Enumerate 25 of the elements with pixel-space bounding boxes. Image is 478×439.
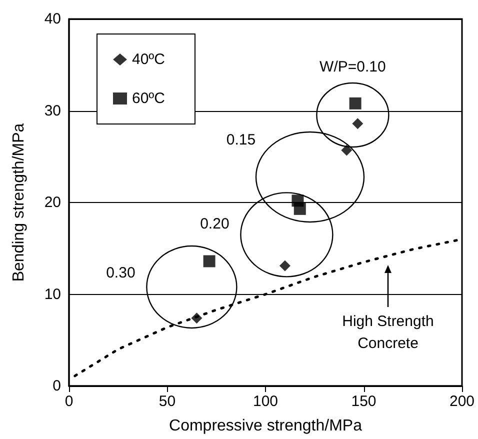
point xyxy=(203,255,216,268)
point xyxy=(341,144,352,156)
annotation: 0.30 xyxy=(106,264,136,282)
y-tick-label: 20 xyxy=(44,194,61,211)
annotation: 0.15 xyxy=(226,132,256,148)
y-tick-label: 10 xyxy=(44,286,61,303)
x-tick-label: 0 xyxy=(64,393,74,410)
x-tick-label: 50 xyxy=(158,393,176,410)
annotation: W/P=0.10 xyxy=(320,58,386,76)
legend-label: 40ºC xyxy=(132,51,166,68)
legend-label: 60ºC xyxy=(132,90,166,107)
y-axis-title: Bending strength/MPa xyxy=(10,123,28,282)
x-tick-label: 100 xyxy=(252,393,278,410)
y-tick-label: 30 xyxy=(44,102,61,120)
point xyxy=(349,97,362,110)
y-tick-label: 0 xyxy=(52,378,61,394)
x-axis-title: Compressive strength/MPa xyxy=(169,418,362,434)
x-tick-label: 200 xyxy=(449,393,475,410)
x-tick-label: 150 xyxy=(351,393,376,410)
point xyxy=(352,118,364,130)
annotation: High Strength Concrete xyxy=(341,312,435,354)
annotation: 0.20 xyxy=(200,215,230,232)
point xyxy=(279,260,290,272)
y-tick-label: 40 xyxy=(44,10,61,28)
point xyxy=(294,202,306,215)
